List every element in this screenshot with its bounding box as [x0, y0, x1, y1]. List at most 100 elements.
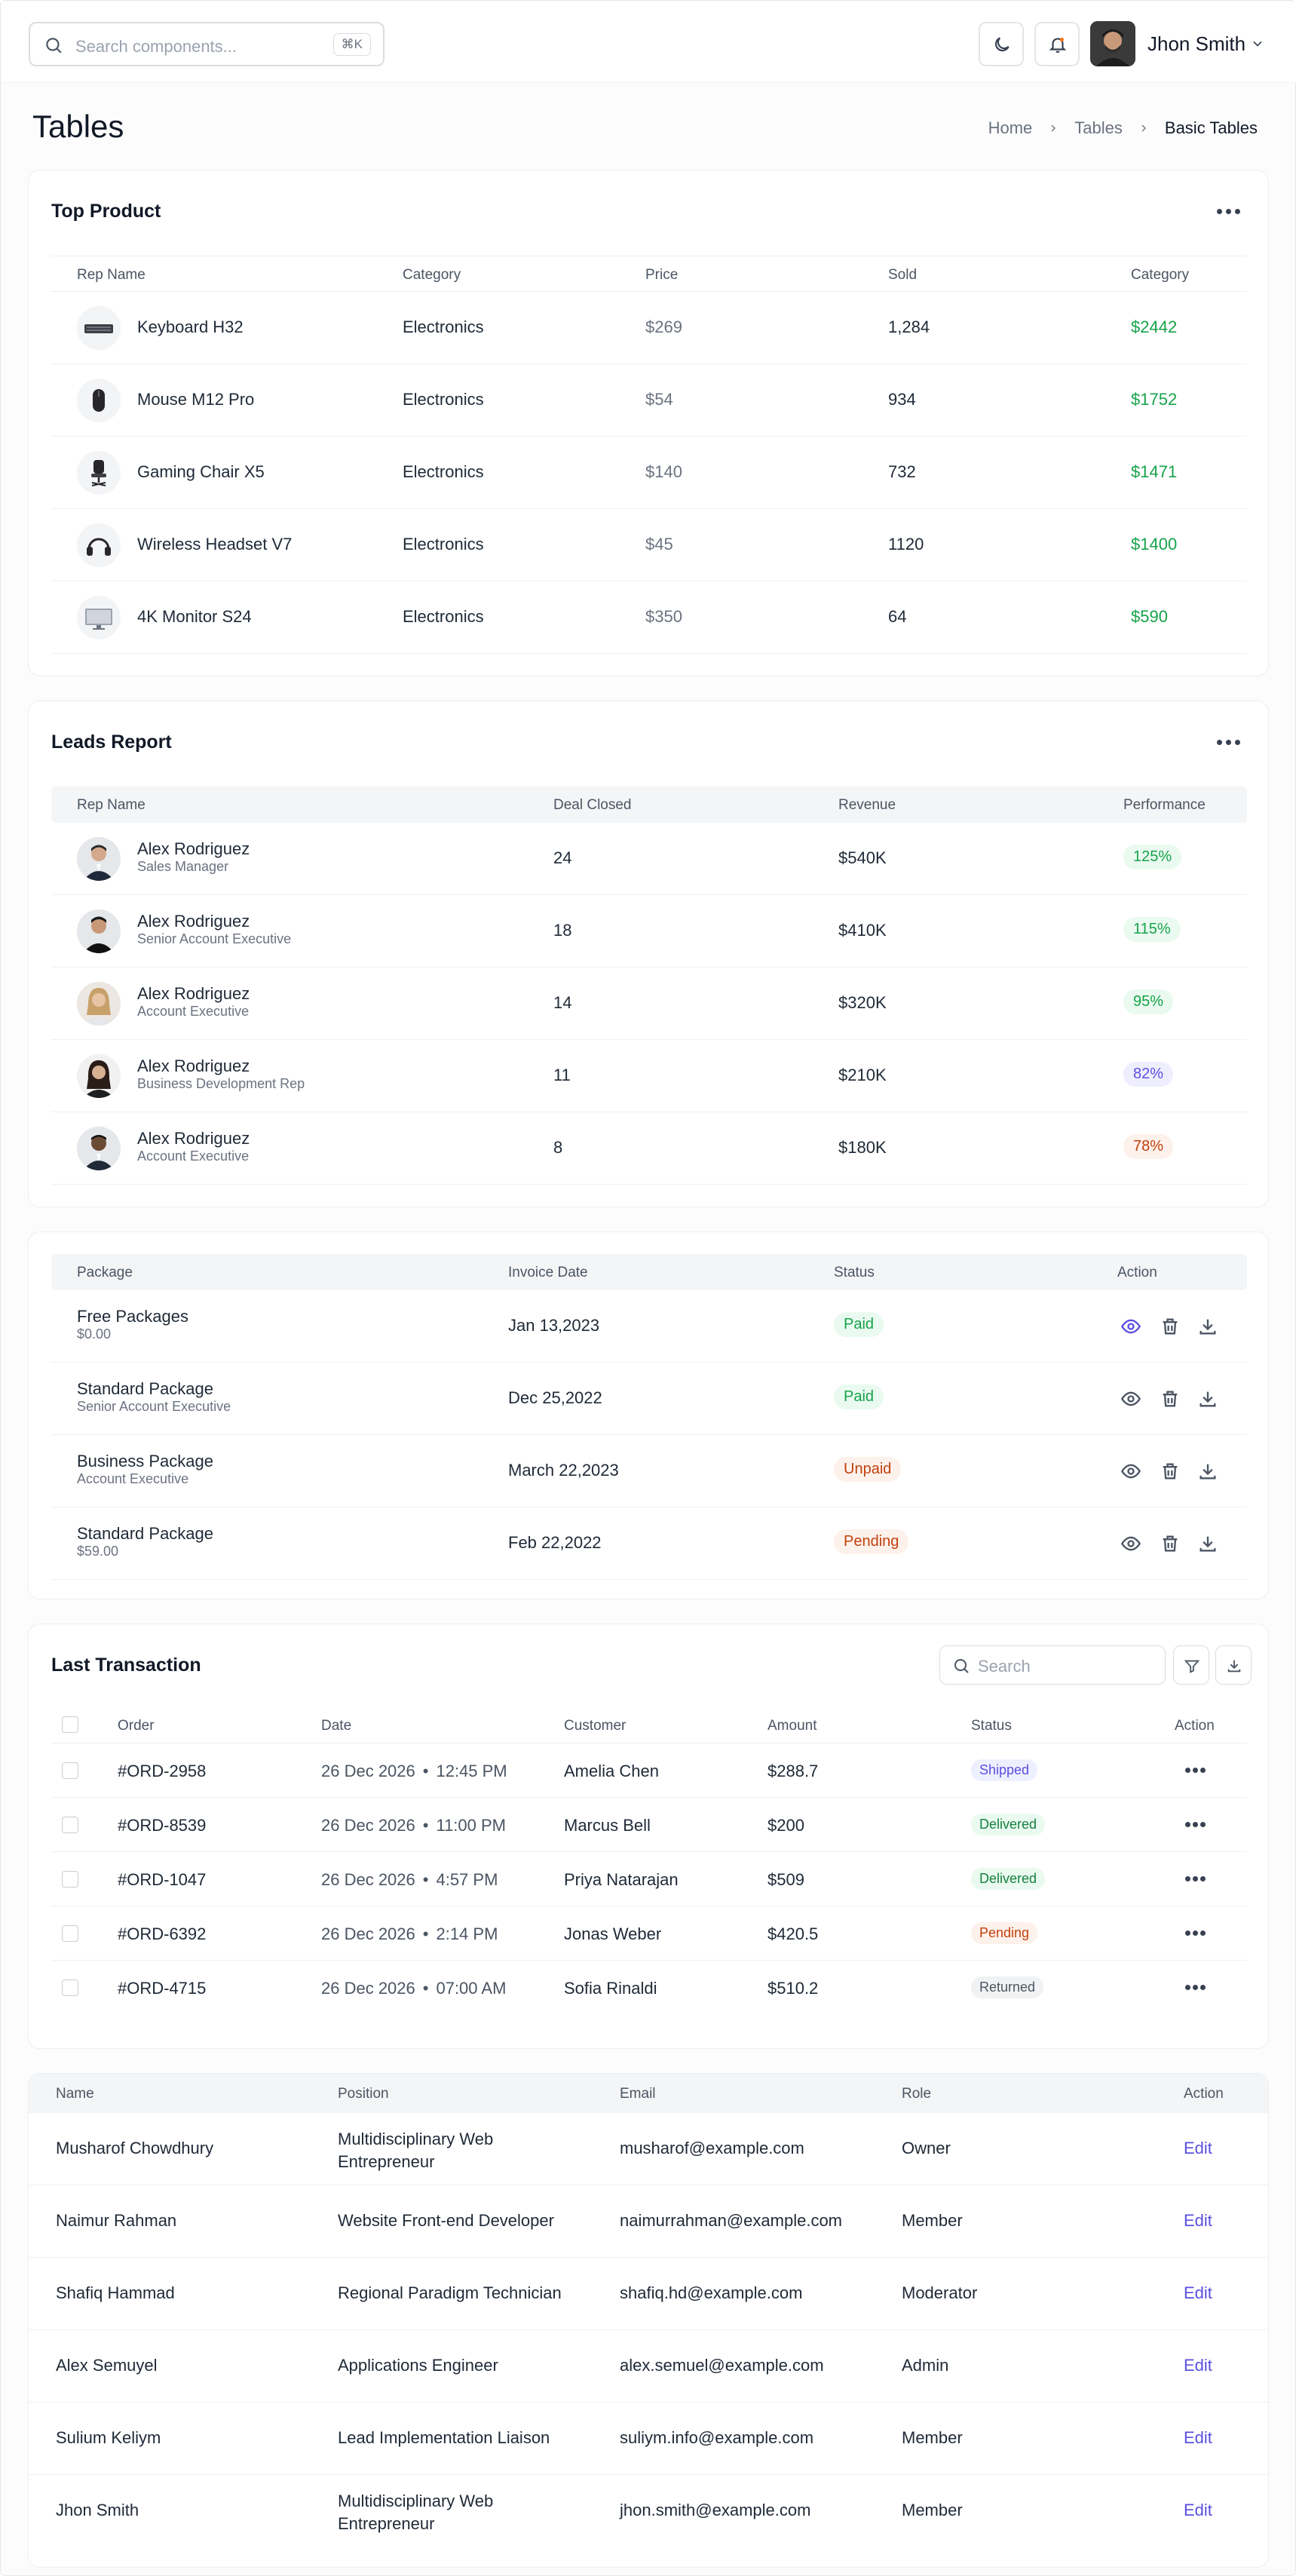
row-checkbox[interactable] [62, 1871, 78, 1888]
table-row[interactable]: Mouse M12 Pro Electronics $54 934 $1752 [51, 364, 1247, 437]
chevron-down-icon[interactable] [1250, 36, 1265, 51]
row-checkbox[interactable] [62, 1817, 78, 1833]
transaction-search-input[interactable]: Search [939, 1645, 1166, 1685]
row-checkbox[interactable] [62, 1980, 78, 1996]
avatar [77, 909, 121, 953]
edit-link[interactable]: Edit [1184, 2139, 1212, 2157]
user-role: Moderator [902, 2283, 978, 2302]
eye-icon[interactable] [1120, 1461, 1141, 1482]
more-options-icon[interactable] [1217, 209, 1241, 216]
more-options-icon[interactable] [1185, 1930, 1209, 1938]
export-button[interactable] [1215, 1645, 1252, 1685]
table-row[interactable]: Business Package Account Executive March… [51, 1435, 1247, 1507]
invoices-card: Package Invoice Date Status Action Free … [28, 1231, 1269, 1599]
customer-name: Marcus Bell [564, 1816, 651, 1835]
product-name: Mouse M12 Pro [137, 390, 255, 409]
eye-icon[interactable] [1120, 1316, 1141, 1337]
order-id[interactable]: #ORD-2958 [118, 1762, 207, 1780]
col-revenue: Revenue [838, 797, 896, 813]
table-row[interactable]: Alex Rodriguez Senior Account Executive … [51, 895, 1247, 968]
order-id[interactable]: #ORD-8539 [118, 1816, 207, 1835]
eye-icon[interactable] [1120, 1388, 1141, 1409]
order-time: 2:14 PM [436, 1924, 498, 1943]
table-row[interactable]: Alex Rodriguez Sales Manager 24 $540K 12… [51, 823, 1247, 895]
deals-closed: 18 [553, 921, 572, 940]
bell-icon [1049, 37, 1067, 53]
more-options-icon[interactable] [1185, 1985, 1209, 1992]
rep-role: Sales Manager [137, 859, 229, 874]
trash-icon[interactable] [1160, 1461, 1181, 1482]
edit-link[interactable]: Edit [1184, 2211, 1212, 2230]
order-date: 26 Dec 2026 [321, 1870, 415, 1889]
edit-link[interactable]: Edit [1184, 2356, 1212, 2375]
table-row[interactable]: #ORD-6392 26 Dec 2026 • 2:14 PM Jonas Webe… [51, 1906, 1247, 1961]
order-id[interactable]: #ORD-6392 [118, 1924, 207, 1943]
rep-name: Alex Rodriguez [137, 984, 250, 1003]
search-input[interactable]: Search components... ⌘K [29, 22, 385, 66]
download-icon[interactable] [1197, 1316, 1218, 1337]
table-row[interactable]: #ORD-1047 26 Dec 2026 • 4:57 PM Priya Nata… [51, 1852, 1247, 1906]
col-action: Action [1184, 2086, 1224, 2102]
table-row[interactable]: Standard Package $59.00 Feb 22,2022 Pend… [51, 1507, 1247, 1580]
table-row[interactable]: Alex Semuyel Applications Engineer alex.… [29, 2330, 1268, 2403]
eye-icon[interactable] [1120, 1533, 1141, 1554]
table-row[interactable]: Gaming Chair X5 Electronics $140 732 $14… [51, 437, 1247, 509]
filter-button[interactable] [1173, 1645, 1209, 1685]
edit-link[interactable]: Edit [1184, 2428, 1212, 2447]
theme-toggle-button[interactable] [979, 22, 1024, 66]
order-id[interactable]: #ORD-4715 [118, 1979, 207, 1998]
more-options-icon[interactable] [1185, 1876, 1209, 1884]
table-row[interactable]: Alex Rodriguez Business Development Rep … [51, 1040, 1247, 1112]
order-id[interactable]: #ORD-1047 [118, 1870, 207, 1889]
download-icon[interactable] [1197, 1388, 1218, 1409]
user-name: Shafiq Hammad [56, 2283, 175, 2302]
download-icon[interactable] [1197, 1533, 1218, 1554]
edit-link[interactable]: Edit [1184, 2283, 1212, 2302]
user-avatar[interactable] [1090, 21, 1135, 66]
col-price: Price [645, 267, 679, 283]
more-options-icon[interactable] [1217, 740, 1241, 747]
order-time: 12:45 PM [436, 1762, 507, 1780]
table-row[interactable]: Standard Package Senior Account Executiv… [51, 1363, 1247, 1435]
edit-link[interactable]: Edit [1184, 2501, 1212, 2519]
table-row[interactable]: Jhon Smith Multidisciplinary Web Entrepr… [29, 2475, 1268, 2547]
chair-icon [77, 451, 121, 495]
table-row[interactable]: Shafiq Hammad Regional Paradigm Technici… [29, 2258, 1268, 2330]
col-date: Date [321, 1718, 352, 1734]
notifications-button[interactable] [1034, 22, 1080, 66]
table-row[interactable]: Free Packages $0.00 Jan 13,2023 Paid [51, 1290, 1247, 1363]
table-row[interactable]: #ORD-2958 26 Dec 2026 • 12:45 PM Amelia Ch… [51, 1743, 1247, 1798]
more-options-icon[interactable] [1185, 1768, 1209, 1775]
trash-icon[interactable] [1160, 1388, 1181, 1409]
row-checkbox[interactable] [62, 1925, 78, 1942]
table-row[interactable]: Keyboard H32 Electronics $269 1,284 $244… [51, 292, 1247, 364]
table-row[interactable]: Sulium Keliym Lead Implementation Liaiso… [29, 2403, 1268, 2475]
table-row[interactable]: #ORD-4715 26 Dec 2026 • 07:00 AM Sofia Rin… [51, 1961, 1247, 2015]
status-badge: Pending [971, 1922, 1038, 1944]
package-sub: Senior Account Executive [77, 1399, 231, 1414]
more-options-icon[interactable] [1185, 1822, 1209, 1829]
table-row[interactable]: Alex Rodriguez Account Executive 8 $180K… [51, 1112, 1247, 1185]
table-row[interactable]: 4K Monitor S24 Electronics $350 64 $590 [51, 581, 1247, 654]
product-sold: 1,284 [888, 317, 930, 336]
table-row[interactable]: Naimur Rahman Website Front-end Develope… [29, 2185, 1268, 2258]
user-name[interactable]: Jhon Smith [1147, 32, 1246, 55]
customer-name: Jonas Weber [564, 1924, 662, 1943]
order-amount: $420.5 [767, 1924, 819, 1943]
order-amount: $200 [767, 1816, 804, 1835]
download-icon[interactable] [1197, 1461, 1218, 1482]
table-row[interactable]: Wireless Headset V7 Electronics $45 1120… [51, 509, 1247, 581]
table-row[interactable]: Alex Rodriguez Account Executive 14 $320… [51, 968, 1247, 1040]
table-header: Order Date Customer Amount Status Action [51, 1707, 1247, 1743]
select-all-checkbox[interactable] [62, 1716, 78, 1733]
user-name: Jhon Smith [56, 2501, 139, 2519]
table-row[interactable]: Musharof Chowdhury Multidisciplinary Web… [29, 2113, 1268, 2185]
table-row[interactable]: #ORD-8539 26 Dec 2026 • 11:00 PM Marcus Be… [51, 1798, 1247, 1852]
trash-icon[interactable] [1160, 1316, 1181, 1337]
breadcrumb-tables[interactable]: Tables [1074, 118, 1123, 137]
row-checkbox[interactable] [62, 1762, 78, 1779]
trash-icon[interactable] [1160, 1533, 1181, 1554]
last-transaction-card: Last Transaction Search Order Date Custo… [28, 1624, 1269, 2049]
breadcrumb-home[interactable]: Home [988, 118, 1033, 137]
